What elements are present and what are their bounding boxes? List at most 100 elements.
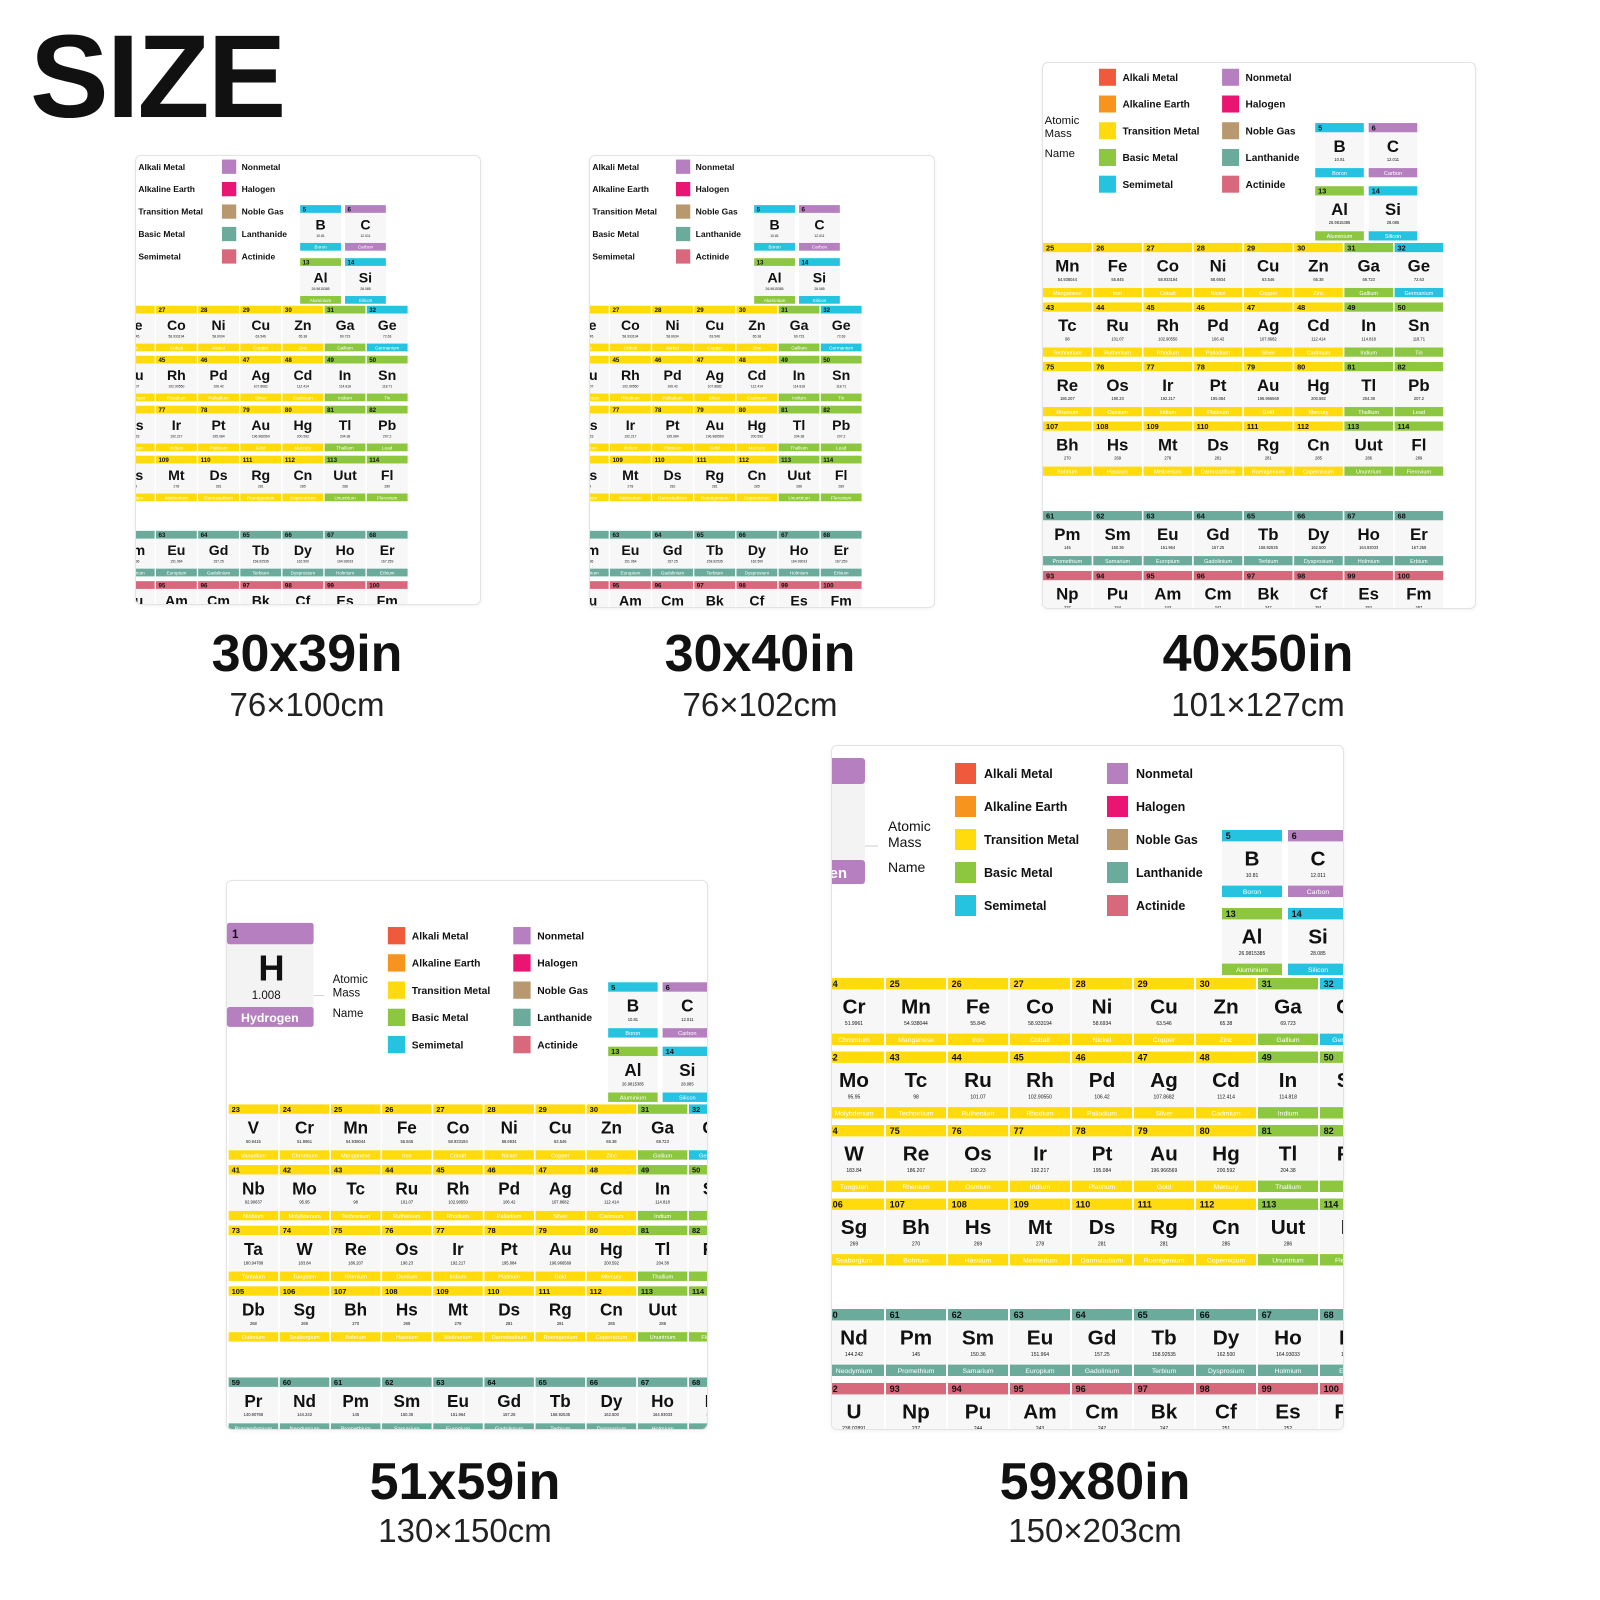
element-symbol: Np (902, 1401, 930, 1424)
element-name: Palladium (208, 395, 228, 400)
atomic-mass: 102.90550 (1028, 1094, 1052, 1100)
element-symbol: Cd (1212, 1069, 1240, 1092)
element-name: Osmium (396, 1275, 417, 1281)
atomic-mass: 269 (136, 485, 137, 489)
atomic-mass: 106.42 (503, 1200, 516, 1205)
atomic-number: 114 (1324, 1200, 1340, 1210)
atomic-mass: 150.36 (136, 560, 140, 564)
atomic-number: 28 (201, 307, 208, 314)
element-name: Manganese (1053, 291, 1082, 297)
atomic-mass: 114.818 (655, 1200, 670, 1205)
atomic-number: 49 (781, 357, 788, 364)
atomic-mass: 55.845 (136, 335, 140, 339)
element-name: Erbium (834, 570, 849, 575)
element-symbol: Si (359, 269, 372, 285)
atomic-number: 81 (327, 407, 334, 414)
legend-label: Nonmetal (1246, 73, 1292, 84)
element-symbol: Bk (252, 592, 270, 604)
element-cell-ni: 28 Ni 58.6934 Nickel (1072, 978, 1132, 1045)
element-cell-ir: 77 Ir 192.217 Iridium (1010, 1125, 1070, 1192)
atomic-mass: 192.217 (624, 435, 636, 439)
element-name: Carbon (1384, 171, 1402, 177)
atomic-number: 43 (1046, 303, 1054, 312)
element-name: Cadmium (1211, 1111, 1241, 1118)
element-symbol: Es (1275, 1401, 1300, 1424)
atomic-mass: 158.92535 (1259, 545, 1279, 550)
element-name: Chromium (838, 1037, 870, 1044)
element-name: Copper (1153, 1037, 1176, 1044)
element-symbol: Ir (1033, 1143, 1047, 1166)
atomic-mass: 281 (712, 485, 718, 489)
element-cell-b: 5 B10.81 Boron (1315, 123, 1364, 178)
atomic-number: 81 (781, 407, 788, 414)
atomic-mass: 269 (403, 1321, 411, 1326)
legend-label: Halogen (1136, 800, 1185, 814)
atomic-number: 32 (1398, 243, 1406, 252)
atomic-number: 28 (655, 307, 662, 314)
legend-label: Actinide (1246, 180, 1286, 191)
atomic-mass: 204.38 (1280, 1168, 1296, 1174)
element-name: Cadmium (599, 1214, 623, 1220)
atomic-number: 100 (823, 582, 834, 589)
element-cell-er: 68 Er 167.259 Erbium (366, 530, 408, 577)
atomic-mass: 114.818 (1279, 1094, 1297, 1100)
atomic-mass: 196.966569 (1258, 396, 1280, 401)
atomic-mass: 204.38 (794, 435, 805, 439)
element-name: Dysprosium (745, 570, 770, 575)
element-symbol: Ga (790, 317, 809, 333)
atomic-number: 28 (1197, 243, 1205, 252)
atomic-mass: 63.546 (1262, 277, 1275, 282)
element-name: Carbon (678, 1031, 696, 1037)
element-symbol: Ga (651, 1118, 674, 1138)
legend-label: Transition Metal (592, 207, 657, 217)
element-symbol: Db (242, 1300, 265, 1320)
element-symbol: Rg (549, 1300, 572, 1320)
element-symbol: Sm (962, 1327, 994, 1350)
element-name: Dysprosium (597, 1426, 627, 1429)
atomic-mass: 281 (258, 485, 264, 489)
atomic-mass: 102.90550 (622, 385, 638, 389)
atomic-mass: 10.81 (770, 234, 779, 238)
element-symbol: Cf (749, 592, 764, 607)
atomic-number: 82 (369, 407, 376, 414)
element-symbol: Rg (1150, 1216, 1178, 1239)
element-name: Holmium (790, 570, 808, 575)
atomic-mass: 281 (1098, 1241, 1107, 1247)
atomic-mass: 114.818 (793, 385, 805, 389)
element-symbol: Ir (172, 417, 182, 433)
atomic-mass: 252 (1365, 605, 1373, 608)
element-cell-ds: 110 Ds 281 Darmstadtium (1193, 421, 1243, 476)
element-name: Iridium (1030, 1184, 1051, 1191)
element-name: Bohrium (903, 1258, 929, 1265)
atomic-number: 110 (487, 1287, 499, 1296)
element-cell-pu: 94Pu244Plutonium (590, 581, 609, 607)
element-symbol: Pb (1337, 1143, 1343, 1166)
atomic-number: 113 (1347, 422, 1359, 431)
element-symbol: Co (1157, 257, 1179, 276)
element-name: Erbium (705, 1426, 707, 1429)
element-name: Aluminium (310, 298, 332, 303)
element-name: Indium (792, 395, 806, 400)
atomic-mass: 50.9415 (246, 1139, 262, 1144)
element-symbol: Er (834, 542, 849, 558)
element-name: Gallium (1276, 1037, 1299, 1044)
element-symbol: Pb (378, 417, 396, 433)
element-name: Iron (590, 345, 593, 350)
element-symbol: Am (1154, 585, 1181, 604)
atomic-mass: 251 (1222, 1426, 1231, 1429)
element-name: Aluminium (764, 298, 786, 303)
element-name: Copper (551, 1153, 570, 1159)
element-name: Meitnerium (619, 495, 642, 500)
